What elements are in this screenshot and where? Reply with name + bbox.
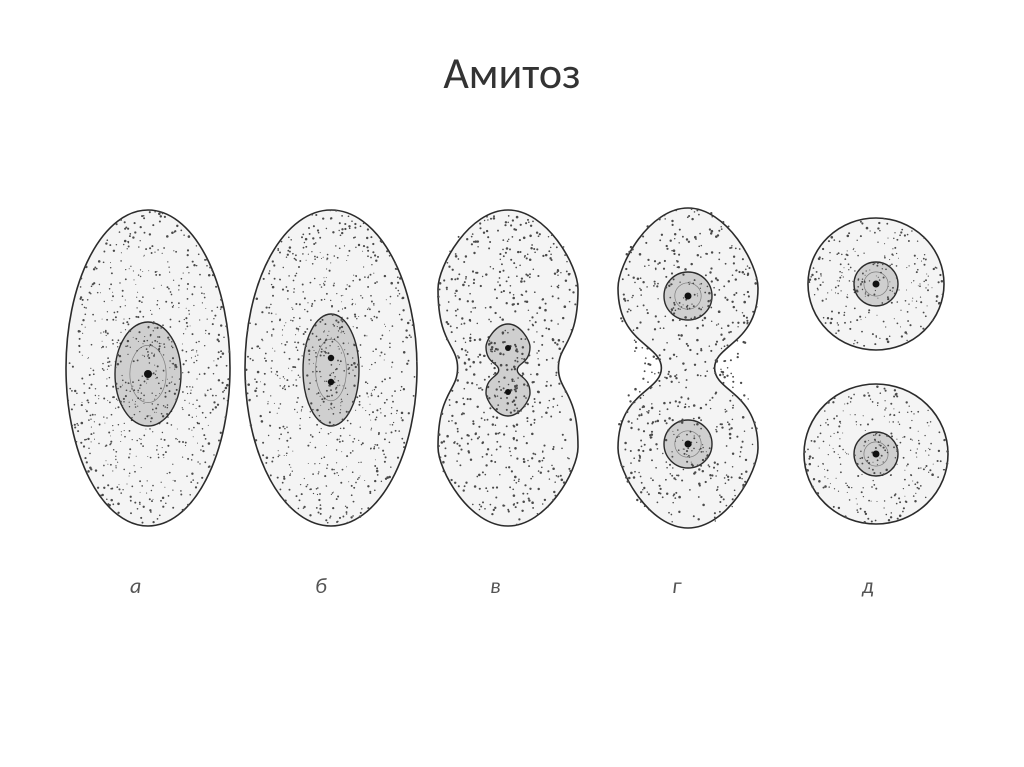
cell-a [66, 210, 230, 526]
panel-label: в [490, 572, 501, 599]
page-title: Амитоз [0, 46, 1024, 100]
cell-b [245, 210, 417, 526]
cell-v [437, 210, 578, 526]
cell-d [803, 218, 949, 524]
panel-label: д [862, 572, 874, 599]
cell-g [618, 208, 758, 528]
panel-label: б [315, 572, 327, 599]
panel-label: г [672, 572, 681, 599]
amitosis-svg [56, 178, 964, 566]
panel-label: а [130, 572, 141, 599]
amitosis-figure [56, 178, 964, 566]
slide: Амитоз а б в г д [0, 0, 1024, 767]
